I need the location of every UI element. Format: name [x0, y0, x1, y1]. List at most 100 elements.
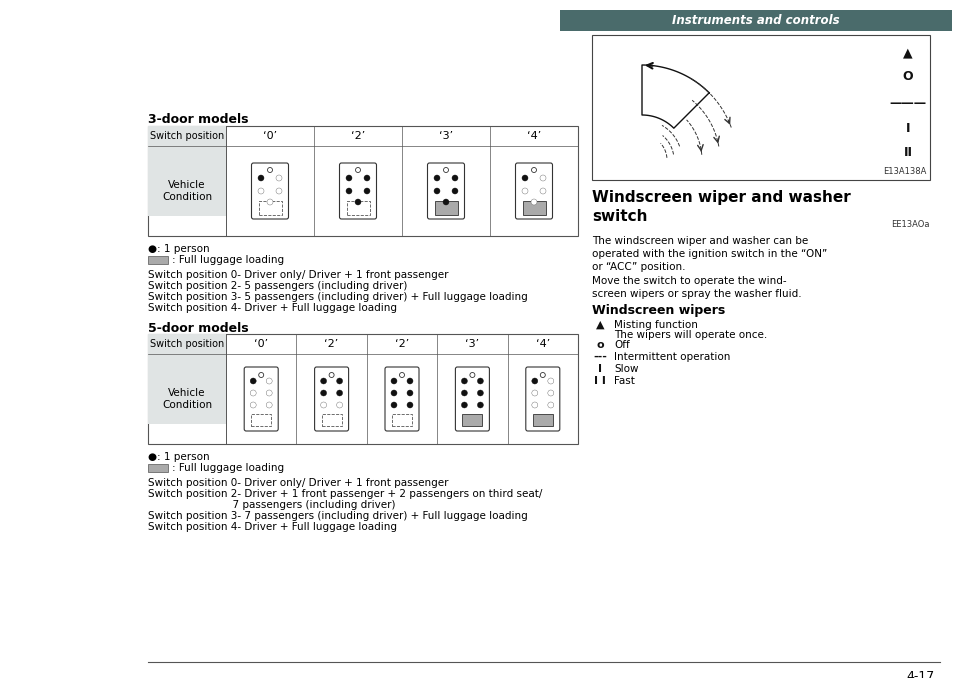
- Text: ‘4’: ‘4’: [536, 339, 550, 349]
- Text: ---: ---: [593, 352, 607, 362]
- FancyBboxPatch shape: [244, 367, 278, 431]
- Circle shape: [477, 378, 484, 384]
- FancyBboxPatch shape: [385, 367, 419, 431]
- Text: ‘0’: ‘0’: [263, 131, 277, 141]
- Text: Intermittent operation: Intermittent operation: [614, 352, 731, 362]
- Bar: [252, 414, 271, 426]
- Text: ▲: ▲: [596, 320, 604, 330]
- Text: Switch position 0- Driver only/ Driver + 1 front passenger: Switch position 0- Driver only/ Driver +…: [148, 270, 448, 280]
- Circle shape: [434, 175, 440, 181]
- Circle shape: [407, 390, 413, 396]
- Circle shape: [276, 175, 282, 181]
- Circle shape: [462, 390, 468, 396]
- Circle shape: [452, 175, 458, 181]
- Text: I: I: [598, 364, 602, 374]
- Text: Switch position: Switch position: [150, 131, 224, 141]
- Text: Switch position 3- 5 passengers (including driver) + Full luggage loading: Switch position 3- 5 passengers (includi…: [148, 292, 528, 302]
- Circle shape: [321, 390, 326, 396]
- Bar: [322, 414, 342, 426]
- Circle shape: [522, 188, 528, 194]
- Circle shape: [548, 390, 554, 396]
- Circle shape: [355, 167, 361, 172]
- Circle shape: [532, 378, 538, 384]
- Text: Off: Off: [614, 340, 630, 350]
- Circle shape: [321, 402, 326, 408]
- Circle shape: [548, 378, 554, 384]
- Bar: [258, 201, 281, 215]
- Text: ‘3’: ‘3’: [466, 339, 479, 349]
- Circle shape: [266, 390, 273, 396]
- Bar: [148, 126, 226, 216]
- Text: : Full luggage loading: : Full luggage loading: [172, 463, 284, 473]
- Circle shape: [364, 175, 370, 181]
- Text: ▲: ▲: [903, 47, 913, 60]
- Circle shape: [346, 188, 352, 194]
- Circle shape: [391, 390, 397, 396]
- Circle shape: [407, 378, 413, 384]
- Bar: [347, 201, 370, 215]
- Circle shape: [522, 175, 528, 181]
- Circle shape: [337, 390, 343, 396]
- Circle shape: [364, 188, 370, 194]
- Circle shape: [399, 372, 404, 378]
- Text: I: I: [905, 123, 910, 136]
- Text: Windscreen wiper and washer
switch: Windscreen wiper and washer switch: [592, 190, 851, 224]
- Text: Instruments and controls: Instruments and controls: [672, 14, 840, 27]
- Circle shape: [266, 402, 273, 408]
- Circle shape: [258, 188, 264, 194]
- Circle shape: [477, 390, 484, 396]
- Circle shape: [444, 167, 448, 172]
- Text: II: II: [903, 146, 913, 159]
- Circle shape: [540, 175, 546, 181]
- Circle shape: [532, 390, 538, 396]
- Text: Switch position: Switch position: [150, 339, 224, 349]
- Circle shape: [407, 402, 413, 408]
- Bar: [592, 35, 930, 180]
- Circle shape: [540, 188, 546, 194]
- Circle shape: [391, 378, 397, 384]
- Bar: [148, 334, 226, 424]
- Bar: [148, 464, 168, 472]
- Text: Switch position 3- 7 passengers (including driver) + Full luggage loading: Switch position 3- 7 passengers (includi…: [148, 511, 528, 521]
- FancyBboxPatch shape: [340, 163, 376, 219]
- Circle shape: [532, 167, 537, 172]
- Text: O: O: [902, 71, 913, 83]
- Text: Fast: Fast: [614, 376, 635, 386]
- Text: Switch position 4- Driver + Full luggage loading: Switch position 4- Driver + Full luggage…: [148, 303, 397, 313]
- FancyBboxPatch shape: [315, 367, 348, 431]
- Bar: [392, 414, 412, 426]
- Text: 4-17: 4-17: [907, 670, 935, 678]
- Text: 7 passengers (including driver): 7 passengers (including driver): [148, 500, 396, 510]
- Circle shape: [268, 167, 273, 172]
- Circle shape: [531, 199, 537, 205]
- Text: ———: ———: [889, 96, 926, 110]
- Circle shape: [452, 188, 458, 194]
- Circle shape: [251, 390, 256, 396]
- FancyBboxPatch shape: [516, 163, 553, 219]
- Text: ●: 1 person: ●: 1 person: [148, 452, 209, 462]
- Circle shape: [258, 175, 264, 181]
- Circle shape: [532, 402, 538, 408]
- Text: : Full luggage loading: : Full luggage loading: [172, 255, 284, 265]
- Circle shape: [276, 188, 282, 194]
- FancyBboxPatch shape: [526, 367, 560, 431]
- Text: ‘4’: ‘4’: [527, 131, 541, 141]
- Text: Switch position 4- Driver + Full luggage loading: Switch position 4- Driver + Full luggage…: [148, 522, 397, 532]
- FancyBboxPatch shape: [455, 367, 490, 431]
- Circle shape: [346, 175, 352, 181]
- Bar: [463, 414, 483, 426]
- Text: Misting function: Misting function: [614, 320, 698, 330]
- Text: Switch position 2- 5 passengers (including driver): Switch position 2- 5 passengers (includi…: [148, 281, 407, 291]
- Circle shape: [251, 378, 256, 384]
- Circle shape: [391, 402, 397, 408]
- Text: Windscreen wipers: Windscreen wipers: [592, 304, 725, 317]
- Text: Vehicle
Condition: Vehicle Condition: [162, 180, 212, 202]
- Circle shape: [443, 199, 449, 205]
- Bar: [522, 201, 545, 215]
- Circle shape: [462, 378, 468, 384]
- Bar: [148, 256, 168, 264]
- Text: I I: I I: [594, 376, 606, 386]
- Bar: [560, 10, 952, 31]
- Text: The wipers will operate once.: The wipers will operate once.: [614, 330, 767, 340]
- Circle shape: [462, 402, 468, 408]
